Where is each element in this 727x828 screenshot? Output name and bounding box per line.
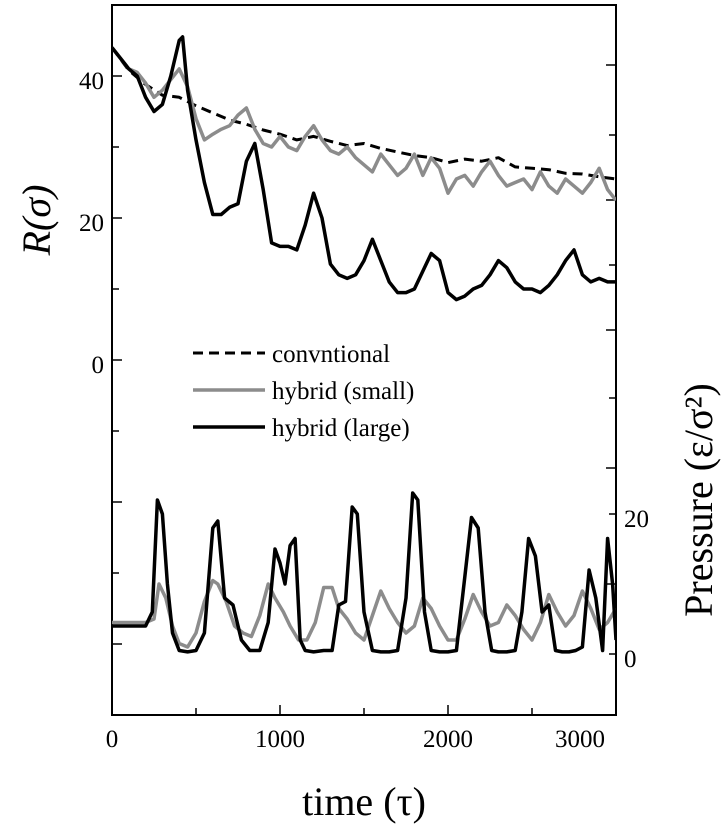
x-tick-label-1000: 1000	[255, 726, 305, 753]
left-axis-ticks	[112, 75, 122, 645]
series-line-hybrid-large	[112, 35, 616, 302]
left-tick-label-40: 40	[79, 68, 104, 95]
legend: convntional hybrid (small) hybrid (large…	[193, 341, 414, 442]
x-tick-label-2000: 2000	[423, 726, 473, 753]
series-line-pressure-large	[112, 491, 616, 654]
right-tick-label-20: 20	[624, 506, 649, 533]
x-axis-title: time (τ)	[302, 779, 426, 824]
left-axis-title: R(σ)	[14, 185, 59, 257]
left-tick-label-20: 20	[79, 210, 104, 237]
right-axis-title: Pressure (ε/σ²)	[676, 383, 721, 617]
legend-label-conventional: convntional	[272, 341, 390, 368]
legend-label-hybrid-small: hybrid (small)	[272, 378, 414, 405]
x-axis-ticks	[195, 705, 533, 715]
left-tick-label-0: 0	[92, 352, 105, 379]
right-tick-label-0: 0	[624, 646, 637, 673]
legend-label-hybrid-large: hybrid (large)	[272, 415, 410, 442]
x-tick-label-0: 0	[106, 726, 119, 753]
series-line-pressure-small	[112, 578, 616, 649]
series-line-hybrid-small	[112, 46, 616, 202]
series-line-conventional	[112, 46, 616, 181]
x-tick-label-3000: 3000	[555, 726, 605, 753]
